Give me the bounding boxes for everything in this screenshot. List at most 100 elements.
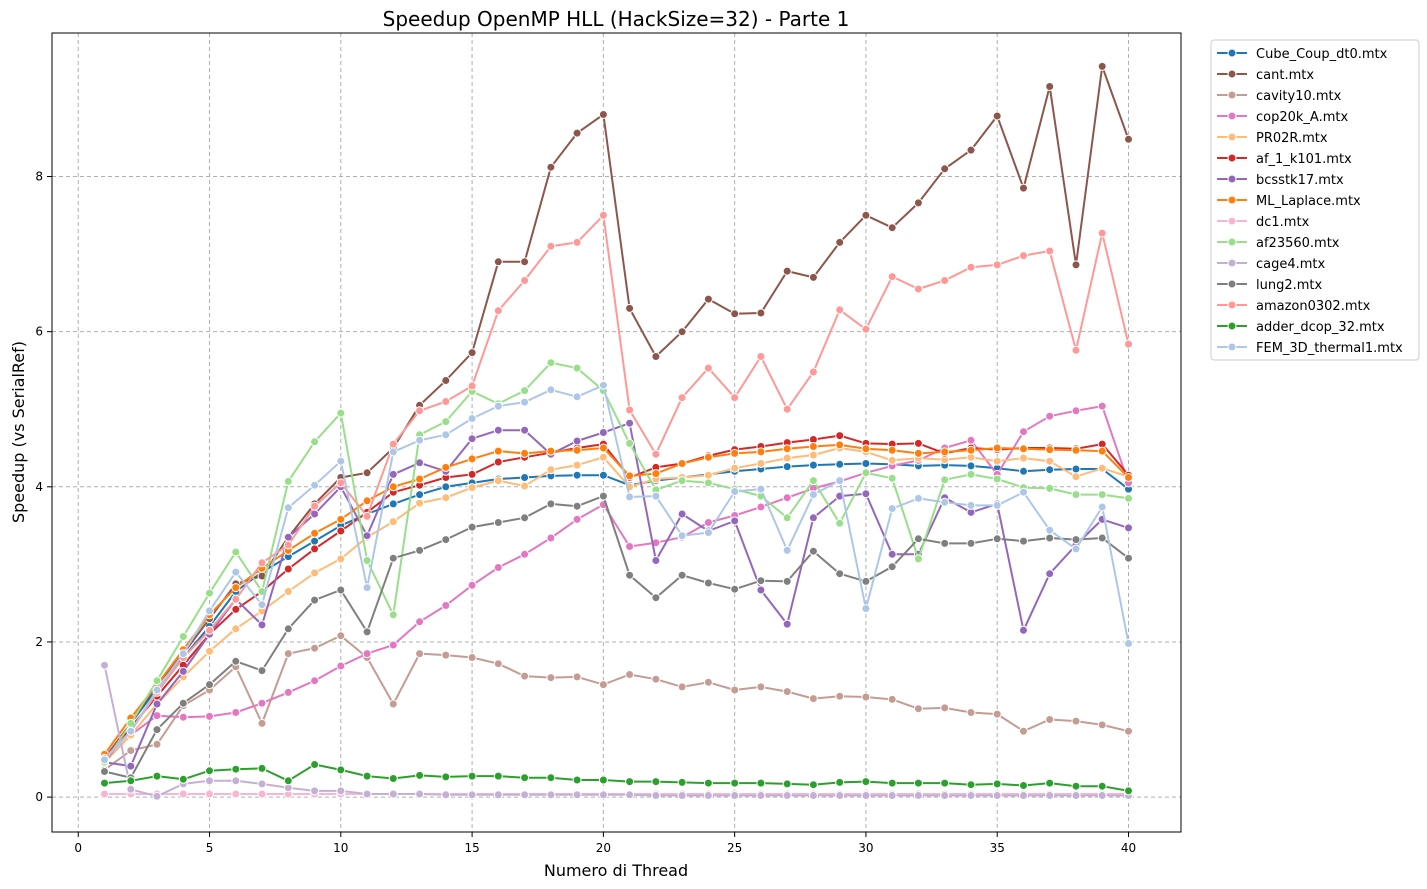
series-line [103,447,1129,763]
data-point [1097,502,1107,512]
y-axis: 0 2 4 6 8 [35,170,52,804]
data-point [178,789,188,799]
data-point [835,440,845,450]
data-point [1124,493,1133,503]
data-point [415,770,425,780]
data-point [835,569,845,579]
data-point [625,405,635,415]
data-point [782,576,792,586]
legend-swatch-marker [1227,258,1237,268]
data-point [546,162,556,172]
data-point [231,789,241,799]
data-point [205,606,214,616]
data-point [861,576,871,586]
data-point [100,789,109,799]
data-point [677,459,687,468]
legend-label: adder_dcop_32.mtx [1256,320,1385,335]
data-point [310,480,320,490]
data-point [992,709,1002,719]
data-point [940,276,950,285]
data-point [283,503,293,513]
data-point [441,535,451,545]
data-point [388,499,398,509]
data-point [388,447,398,457]
data-point [257,600,267,610]
data-point [966,145,976,155]
legend-item: Cube_Coup_dt0.mtx [1217,47,1388,62]
data-point [546,385,556,395]
data-point [572,790,582,800]
data-point [1019,536,1028,546]
data-point [572,501,582,511]
data-point [598,775,608,785]
data-point [205,776,214,786]
data-point [913,448,923,458]
series-9 [100,358,1133,767]
legend-item: ML_Laplace.mtx [1217,194,1361,209]
x-tick-label: 25 [727,841,742,855]
data-point [861,459,871,468]
legend-item: PR02R.mtx [1217,131,1328,146]
data-point [703,778,713,788]
data-point [992,500,1002,510]
data-point [1071,781,1081,791]
legend-label: af_1_k101.mtx [1256,152,1352,167]
data-point [887,778,897,788]
data-point [231,547,241,557]
data-point [205,680,214,690]
data-point [625,418,635,428]
series-14 [100,380,1133,765]
data-point [887,445,897,455]
data-point [1045,82,1055,91]
data-point [966,780,976,790]
series-2 [100,631,1133,775]
data-point [1124,339,1133,349]
grid [52,33,1181,832]
data-point [467,522,477,532]
legend-item: cage4.mtx [1217,257,1326,272]
x-tick-label: 20 [596,841,611,855]
data-point [861,604,871,614]
data-point [730,791,740,800]
data-point [205,789,214,799]
data-point [546,673,556,683]
data-point [1045,411,1055,421]
data-point [1097,533,1107,543]
data-point [205,625,214,635]
data-point [441,462,451,472]
data-point [887,223,897,233]
data-point [1019,444,1028,454]
data-point [283,476,293,486]
legend-label: ML_Laplace.mtx [1256,194,1361,209]
data-point [1071,445,1081,455]
data-point [756,585,766,595]
data-point [441,772,451,782]
data-point [415,490,425,500]
data-point [205,646,214,656]
legend-label: cavity10.mtx [1256,89,1342,104]
data-point [1124,523,1133,533]
data-point [520,549,530,559]
legend-swatch-marker [1227,195,1237,205]
data-point [625,471,635,481]
data-point [310,544,320,554]
data-point [887,455,897,465]
data-point [1071,716,1081,726]
data-point [441,482,451,492]
data-point [966,500,976,510]
data-point [310,568,320,578]
data-point [1045,533,1055,543]
data-point [730,778,740,788]
data-point [782,462,792,472]
data-point [336,526,346,536]
data-point [835,305,845,315]
data-point [651,556,661,565]
data-point [651,674,661,684]
data-point [887,562,897,572]
data-point [493,563,503,572]
data-point [283,587,293,596]
data-point [782,779,792,789]
data-point [126,746,136,755]
x-tick-label: 10 [333,841,348,855]
